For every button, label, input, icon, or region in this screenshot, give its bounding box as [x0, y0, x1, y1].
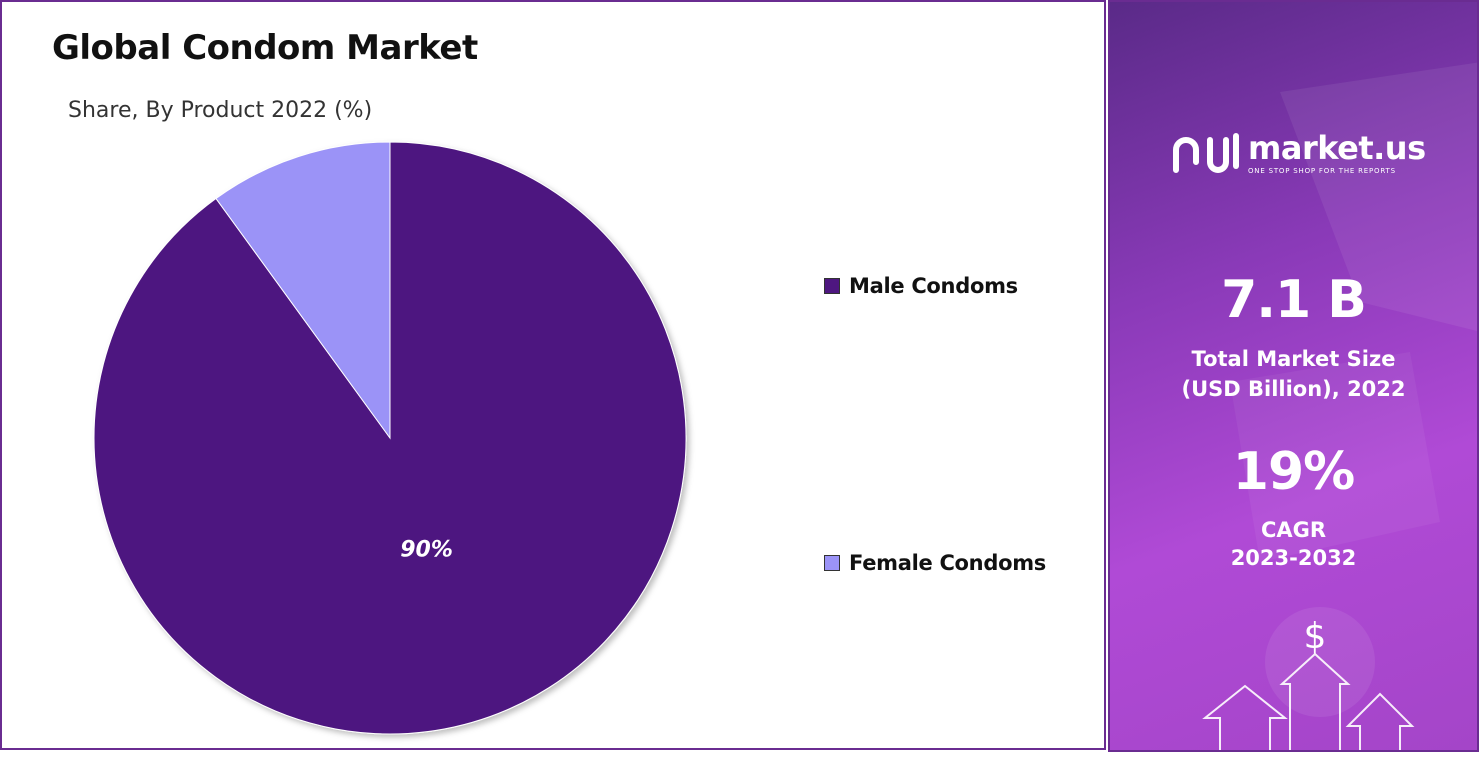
pie-slice-female-condoms [215, 141, 391, 440]
logo: market.us ONE STOP SHOP FOR THE REPORTS [1170, 130, 1426, 176]
pie-chart: 90% [93, 141, 687, 735]
cagr-label: CAGR [1260, 518, 1327, 542]
logo-name: market.us [1248, 128, 1426, 167]
cagr-value: 19% [1232, 442, 1355, 502]
legend-label-female: Female Condoms [849, 551, 1046, 575]
background-decoration: $ [1202, 62, 1477, 750]
summary-panel: $ market.us ONE STOP SHOP FOR THE REPORT… [1108, 0, 1479, 752]
chart-panel: Global Condom Market Share, By Product 2… [0, 0, 1106, 750]
legend-item-female-condoms: Female Condoms [824, 551, 1046, 575]
market-size-label-line1: Total Market Size [1191, 347, 1396, 371]
legend-label-male: Male Condoms [849, 274, 1018, 298]
legend-swatch-female [824, 555, 840, 571]
legend-swatch-male [824, 278, 840, 294]
pie-slice-label: 90% [400, 538, 453, 563]
legend-item-male-condoms: Male Condoms [824, 274, 1018, 298]
market-size-label-line2: (USD Billion), 2022 [1181, 377, 1406, 401]
chart-subtitle: Share, By Product 2022 (%) [68, 98, 373, 123]
cagr-period: 2023-2032 [1230, 546, 1357, 570]
market-size-value: 7.1 B [1221, 270, 1367, 330]
chart-title: Global Condom Market [52, 28, 478, 68]
dollar-icon: $ [1304, 616, 1327, 657]
logo-mark-icon [1173, 133, 1239, 173]
logo-tagline: ONE STOP SHOP FOR THE REPORTS [1248, 166, 1396, 175]
arrow-up-icon [1202, 652, 1415, 750]
